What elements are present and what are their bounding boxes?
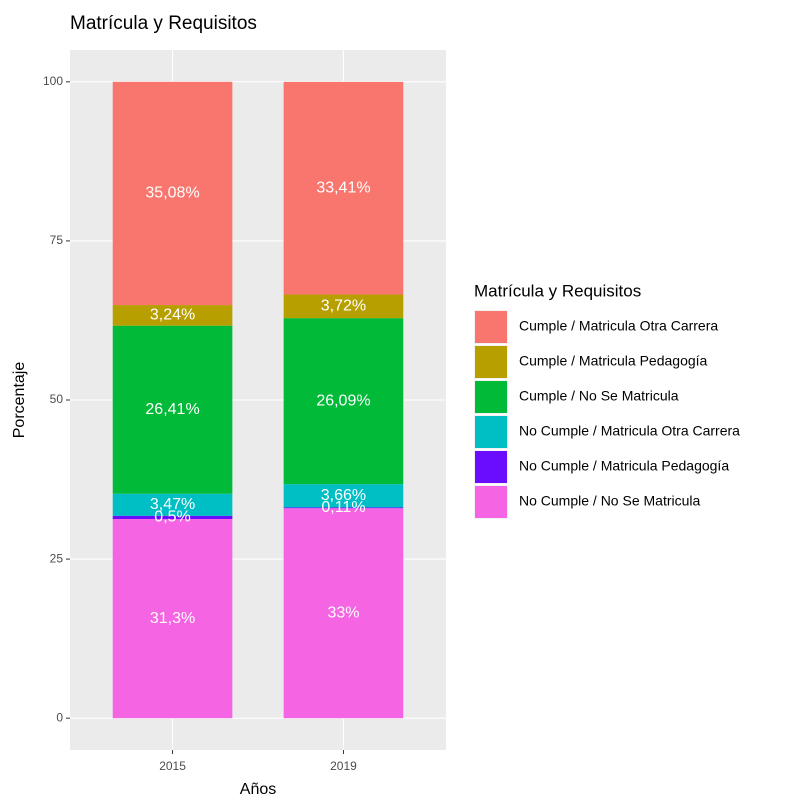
- y-tick-label: 75: [50, 233, 64, 247]
- y-axis-label: Porcentaje: [11, 362, 28, 439]
- value-label: 35,08%: [145, 185, 199, 202]
- legend-key: [475, 416, 507, 448]
- chart-title: Matrícula y Requisitos: [70, 13, 257, 34]
- bar-segment: [112, 81, 233, 306]
- legend-key: [475, 451, 507, 483]
- value-label: 3,72%: [321, 298, 366, 315]
- value-label: 31,3%: [150, 610, 195, 627]
- y-tick-label: 100: [43, 74, 63, 88]
- legend-label: No Cumple / No Se Matricula: [519, 493, 701, 509]
- y-tick-label: 0: [56, 710, 63, 724]
- legend-label: Cumple / Matricula Otra Carrera: [519, 318, 718, 334]
- bar-segment: [112, 519, 233, 719]
- bar-segment: [112, 515, 233, 519]
- bar-segment: [112, 493, 233, 516]
- value-label: 3,47%: [150, 496, 195, 513]
- value-label: 3,66%: [321, 487, 366, 504]
- legend-label: Cumple / Matricula Pedagogía: [519, 353, 708, 369]
- y-tick-label: 50: [50, 392, 64, 406]
- x-axis-label: Años: [240, 781, 276, 798]
- bar-segment: [283, 81, 404, 295]
- value-label: 33%: [327, 604, 359, 621]
- bar-segment: [283, 294, 404, 319]
- value-label: 0,11%: [321, 499, 365, 516]
- legend-label: Cumple / No Se Matricula: [519, 388, 679, 404]
- legend-key: [475, 381, 507, 413]
- value-label: 33,41%: [316, 179, 370, 196]
- legend-title: Matrícula y Requisitos: [474, 281, 641, 300]
- value-label: 0,5%: [154, 509, 190, 526]
- value-label: 26,41%: [145, 401, 199, 418]
- bar-segment: [112, 305, 233, 326]
- legend-key: [475, 346, 507, 378]
- legend-key: [475, 486, 507, 518]
- x-tick-label: 2015: [159, 759, 186, 773]
- bar-segment: [283, 484, 404, 508]
- bar-segment: [283, 318, 404, 485]
- legend-label: No Cumple / Matricula Pedagogía: [519, 458, 729, 474]
- bar-segment: [283, 508, 404, 719]
- bar-segment: [283, 507, 404, 509]
- bar-segment: [112, 325, 233, 494]
- legend-label: No Cumple / Matricula Otra Carrera: [519, 423, 740, 439]
- y-tick-label: 25: [50, 551, 64, 565]
- legend-key: [475, 311, 507, 343]
- x-tick-label: 2019: [330, 759, 357, 773]
- value-label: 26,09%: [316, 392, 370, 409]
- value-label: 3,24%: [150, 307, 195, 324]
